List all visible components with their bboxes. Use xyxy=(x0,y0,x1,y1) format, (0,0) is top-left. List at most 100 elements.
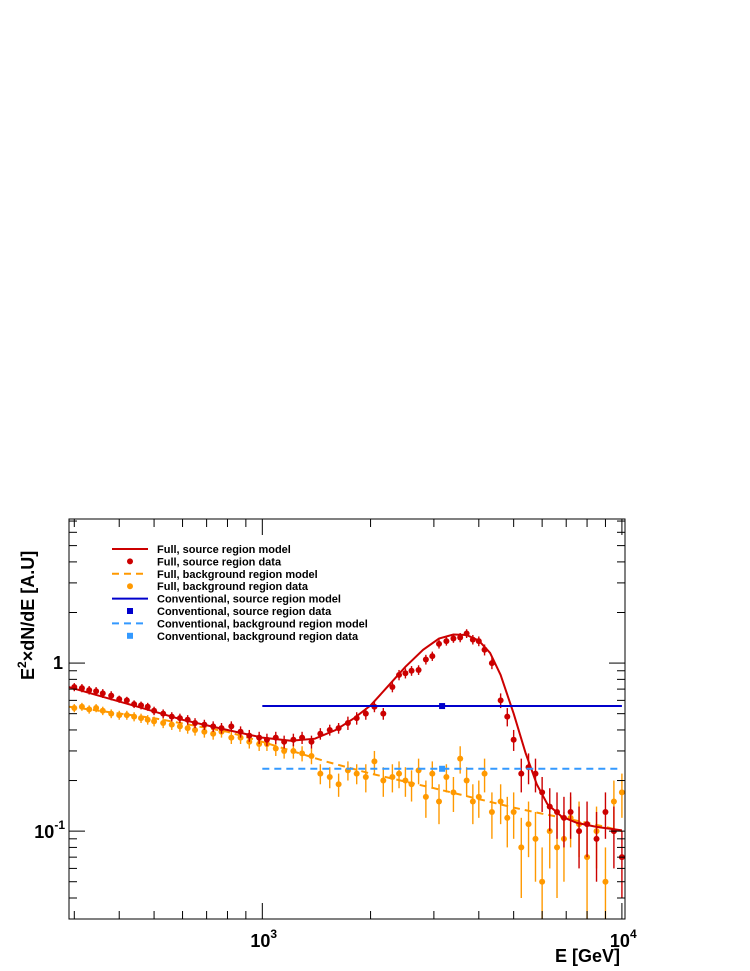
series-1-point xyxy=(308,738,315,745)
series-1-point xyxy=(144,703,151,710)
legend-label: Conventional, source region model xyxy=(157,594,341,606)
series-3-point xyxy=(463,777,470,784)
legend-label: Conventional, source region data xyxy=(157,606,332,618)
legend-entry: Conventional, background region data xyxy=(127,631,359,643)
series-1-point xyxy=(504,713,511,720)
series-3-point xyxy=(532,835,539,842)
series-3-point xyxy=(93,705,100,712)
series-3-point xyxy=(210,730,217,737)
series-3-point xyxy=(99,707,106,714)
x-tick-label-base: 10 xyxy=(610,931,630,951)
series-1-point xyxy=(353,715,360,722)
plot-frame xyxy=(68,518,626,920)
series-3-point xyxy=(510,808,517,815)
series-3-point xyxy=(436,798,443,805)
series-1-point xyxy=(539,789,546,796)
x-tick-label-base: 10 xyxy=(250,931,270,951)
series-1-point xyxy=(567,808,574,815)
series-1-point xyxy=(463,630,470,637)
series-3-point xyxy=(184,725,191,732)
series-3-point xyxy=(228,734,235,741)
series-3-point xyxy=(610,798,617,805)
series-5 xyxy=(439,703,446,710)
legend-label: Conventional, background region model xyxy=(157,618,368,630)
series-3-point xyxy=(457,755,464,762)
series-1-point xyxy=(481,646,488,653)
series-1-point xyxy=(546,803,553,810)
series-1-point xyxy=(281,738,288,745)
series-3-point xyxy=(71,705,78,712)
legend-entry: Full, source region data xyxy=(127,556,282,568)
series-3-point xyxy=(326,773,333,780)
series-2 xyxy=(69,705,623,833)
series-3-point xyxy=(497,798,504,805)
series-1-point xyxy=(168,713,175,720)
series-1-point xyxy=(584,821,591,828)
series-3-point xyxy=(272,745,279,752)
y-tick-label-base: 10 xyxy=(34,822,54,842)
series-3-point xyxy=(308,752,315,759)
series-1-point xyxy=(201,721,208,728)
series-3-point xyxy=(602,878,609,885)
series-1-point xyxy=(116,696,123,703)
series-1-point xyxy=(518,770,525,777)
y-tick-label: 1 xyxy=(53,653,63,673)
legend-label: Full, source region data xyxy=(157,556,282,568)
legend-entry: Conventional, background region model xyxy=(112,618,368,630)
series-1-point xyxy=(443,638,450,645)
series-1-point xyxy=(362,710,369,717)
series-1-point xyxy=(457,634,464,641)
series-1-point xyxy=(335,725,342,732)
series-3-point xyxy=(335,781,342,788)
series-3-point xyxy=(116,712,123,719)
series-3-point xyxy=(408,781,415,788)
series-1-point xyxy=(429,653,436,660)
series-3-point xyxy=(160,719,167,726)
series-1-point xyxy=(450,635,457,642)
series-3-point xyxy=(402,777,409,784)
series-3-point xyxy=(168,721,175,728)
series-1-point xyxy=(317,730,324,737)
series-1-point xyxy=(497,697,504,704)
y-axis-title-rest: ×dN/dE [A.U] xyxy=(18,551,38,662)
series-1-point xyxy=(380,710,387,717)
x-tick-label: 103 xyxy=(250,927,277,951)
legend-square-swatch xyxy=(127,632,133,639)
series-1-point xyxy=(160,710,167,717)
legend-entry: Full, source region model xyxy=(112,544,291,556)
series-3-point xyxy=(317,770,324,777)
series-1-point xyxy=(237,728,244,735)
series-3-point xyxy=(353,770,360,777)
series-1-point xyxy=(326,726,333,733)
series-3-point xyxy=(525,821,532,828)
series-1-point xyxy=(256,734,263,741)
series-3-point xyxy=(371,758,378,765)
series-3-point xyxy=(469,798,476,805)
series-1-point xyxy=(131,701,138,708)
series-1-point xyxy=(210,723,217,730)
series-1 xyxy=(71,629,625,899)
series-1-point xyxy=(532,770,539,777)
series-3-point xyxy=(131,713,138,720)
series-3-point xyxy=(86,706,93,713)
series-3-point xyxy=(138,715,145,722)
series-3-point xyxy=(396,770,403,777)
x-tick-label-exp: 3 xyxy=(270,927,277,941)
series-1-point xyxy=(344,719,351,726)
series-1-point xyxy=(86,687,93,694)
legend-marker-swatch xyxy=(127,558,133,565)
series-1-point xyxy=(246,732,253,739)
series-1-point xyxy=(192,719,199,726)
y-axis-title-e: E xyxy=(18,668,38,680)
series-3-point xyxy=(475,793,482,800)
series-1-point xyxy=(272,734,279,741)
y-tick-label-exp: -1 xyxy=(54,818,65,832)
series-3-point xyxy=(481,770,488,777)
series-1-point xyxy=(123,697,130,704)
series-1-point xyxy=(93,688,100,695)
series-3-point xyxy=(281,747,288,754)
series-7-point xyxy=(439,765,446,772)
x-tick-label-exp: 4 xyxy=(630,927,637,941)
series-3-point xyxy=(108,710,115,717)
